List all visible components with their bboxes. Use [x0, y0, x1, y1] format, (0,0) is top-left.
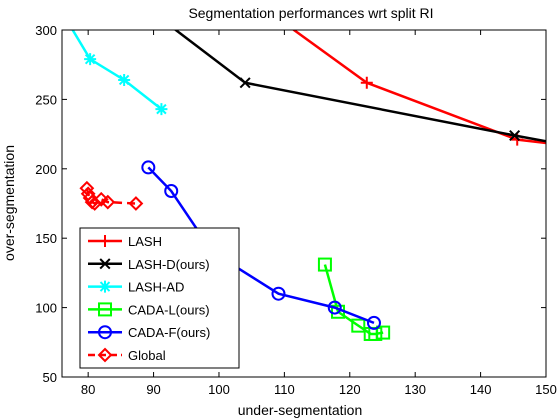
y-tick-label: 250: [35, 92, 57, 107]
series-lash-d-ours: [162, 18, 558, 148]
series-line-cada-l-ours: [323, 264, 384, 336]
legend-label-lash-d-ours: LASH-D(ours): [128, 257, 210, 272]
plot-frame: [61, 29, 547, 378]
x-tick-label: 100: [208, 382, 230, 397]
data-point-cada-f-ours: [141, 160, 156, 175]
series-global: [79, 180, 144, 211]
data-point-lash-d-ours: [509, 129, 521, 141]
legend-marker-lash: [99, 235, 111, 247]
legend-box: [79, 227, 240, 369]
series-lash: [291, 30, 559, 150]
y-tick-label: 300: [35, 23, 57, 38]
data-point-cada-l-ours: [317, 257, 332, 272]
data-point-lash-ad: [84, 53, 97, 66]
x-tick-label: 130: [404, 382, 426, 397]
legend-marker-lash-d-ours: [99, 258, 111, 270]
data-point-cada-f-ours: [327, 300, 342, 315]
series-line-lash-d-ours: [173, 30, 546, 143]
data-point-lash-ad: [63, 17, 75, 29]
x-tick-label: 120: [339, 382, 361, 397]
y-tick-label: 150: [35, 231, 57, 246]
y-axis-label: over-segmentation: [1, 145, 17, 261]
data-point-lash-ad: [155, 103, 168, 116]
data-point-global: [100, 194, 116, 210]
legend-label-lash-ad: LASH-AD: [128, 280, 184, 295]
data-point-lash: [360, 76, 373, 89]
x-tick-label: 150: [535, 382, 557, 397]
data-point-lash-d-ours: [162, 18, 172, 28]
legend-marker-cada-f-ours: [98, 325, 112, 340]
legend-label-lash: LASH: [128, 234, 162, 249]
data-point-lash-d-ours: [239, 77, 251, 89]
data-point-cada-f-ours: [366, 315, 381, 330]
legend-label-cada-l-ours: CADA-L(ours): [128, 302, 210, 317]
x-tick-label: 80: [81, 382, 95, 397]
series-lash-ad: [63, 17, 168, 116]
data-point-cada-f-ours: [271, 286, 286, 301]
chart-title: Segmentation performances wrt split RI: [188, 5, 433, 21]
data-point-lash-ad: [118, 73, 131, 86]
data-point-global: [128, 196, 144, 211]
legend-marker-global: [97, 347, 113, 363]
legend-label-cada-f-ours: CADA-F(ours): [128, 325, 210, 340]
data-point-lash-d-ours: [548, 138, 558, 148]
x-tick-label: 140: [470, 382, 492, 397]
x-tick-label: 110: [274, 382, 295, 397]
legend-label-global: Global: [128, 348, 166, 363]
data-point-cada-l-ours: [376, 325, 391, 340]
series-line-lash: [291, 30, 546, 145]
series-line-lash-ad: [71, 30, 163, 111]
y-tick-label: 100: [35, 301, 57, 316]
data-point-cada-f-ours: [164, 184, 179, 199]
y-tick-label: 50: [43, 370, 57, 385]
legend: LASH LASH-D(ours) LASH-AD CADA-L(ours) CADA-…: [79, 227, 240, 369]
data-point-cada-l-ours: [351, 318, 366, 333]
y-tick-label: 200: [35, 162, 57, 177]
data-point-lash: [547, 138, 559, 150]
legend-marker-lash-ad: [99, 280, 111, 293]
x-axis-label: under-segmentation: [238, 402, 363, 418]
legend-marker-cada-l-ours: [98, 302, 112, 317]
x-tick-label: 90: [146, 382, 160, 397]
